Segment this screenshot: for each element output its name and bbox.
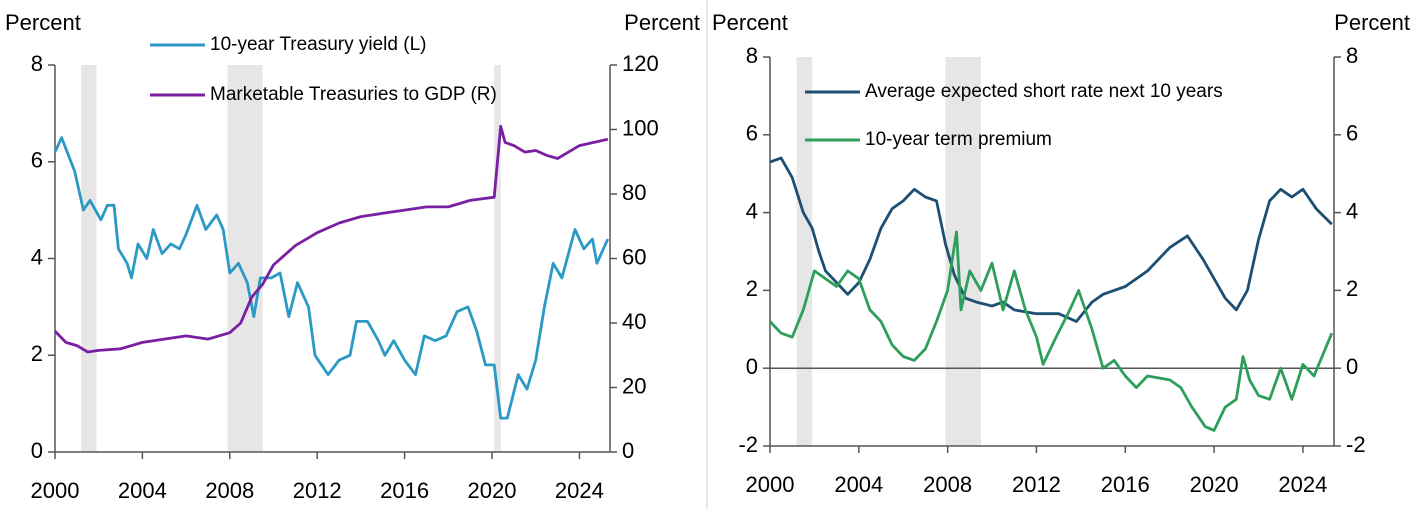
recession-shade	[227, 65, 263, 452]
x-tick-label: 2004	[118, 478, 167, 503]
y2-tick-label: 60	[622, 244, 646, 269]
x-tick-label: 2016	[380, 478, 429, 503]
y-tick-label: 2	[31, 341, 43, 366]
legend-label: Average expected short rate next 10 year…	[865, 81, 1223, 102]
y2-tick-label: 20	[622, 373, 646, 398]
x-tick-label: 2020	[1190, 472, 1239, 497]
recession-shade	[81, 65, 97, 452]
y-tick-label: 4	[746, 198, 758, 223]
x-tick-label: 2000	[746, 472, 795, 497]
y2-tick-label: 40	[622, 309, 646, 334]
y-axis-label: Percent	[5, 10, 81, 35]
y2-tick-label: 80	[622, 180, 646, 205]
y-tick-label: 8	[746, 43, 758, 68]
legend-label: 10-year term premium	[865, 129, 1052, 150]
series-line	[53, 136, 610, 420]
y-tick-label: -2	[738, 432, 758, 457]
y-tick-label: 0	[746, 354, 758, 379]
y2-tick-label: 0	[1346, 354, 1358, 379]
y-tick-label: 2	[746, 276, 758, 301]
y2-axis-label: Percent	[1334, 10, 1410, 35]
y2-tick-label: 6	[1346, 121, 1358, 146]
x-tick-label: 2000	[31, 478, 80, 503]
legend-label: 10-year Treasury yield (L)	[210, 34, 426, 55]
series-line	[768, 230, 1334, 432]
y-tick-label: 4	[31, 244, 43, 269]
recession-shade	[945, 57, 981, 446]
legend-label: Marketable Treasuries to GDP (R)	[210, 84, 497, 105]
x-tick-label: 2024	[1278, 472, 1327, 497]
y-tick-label: 0	[31, 438, 43, 463]
y2-tick-label: 120	[622, 51, 659, 76]
x-tick-label: 2008	[205, 478, 254, 503]
x-tick-label: 2016	[1101, 472, 1150, 497]
y2-tick-label: 4	[1346, 198, 1358, 223]
recession-shade	[796, 57, 813, 446]
y2-tick-label: 8	[1346, 43, 1358, 68]
x-tick-label: 2012	[1012, 472, 1061, 497]
y-tick-label: 6	[746, 121, 758, 146]
y2-tick-label: 0	[622, 438, 634, 463]
x-tick-label: 2020	[468, 478, 517, 503]
series-line	[53, 124, 609, 354]
x-tick-label: 2004	[834, 472, 883, 497]
x-tick-label: 2008	[923, 472, 972, 497]
y-tick-label: 6	[31, 148, 43, 173]
y2-tick-label: 100	[622, 115, 659, 140]
y2-axis-label: Percent	[624, 10, 700, 35]
y2-tick-label: 2	[1346, 276, 1358, 301]
x-tick-label: 2024	[555, 478, 604, 503]
y-tick-label: 8	[31, 51, 43, 76]
x-tick-label: 2012	[293, 478, 342, 503]
y-axis-label: Percent	[712, 10, 788, 35]
series-line	[769, 156, 1333, 323]
y2-tick-label: -2	[1346, 432, 1366, 457]
recession-shade	[494, 65, 501, 452]
